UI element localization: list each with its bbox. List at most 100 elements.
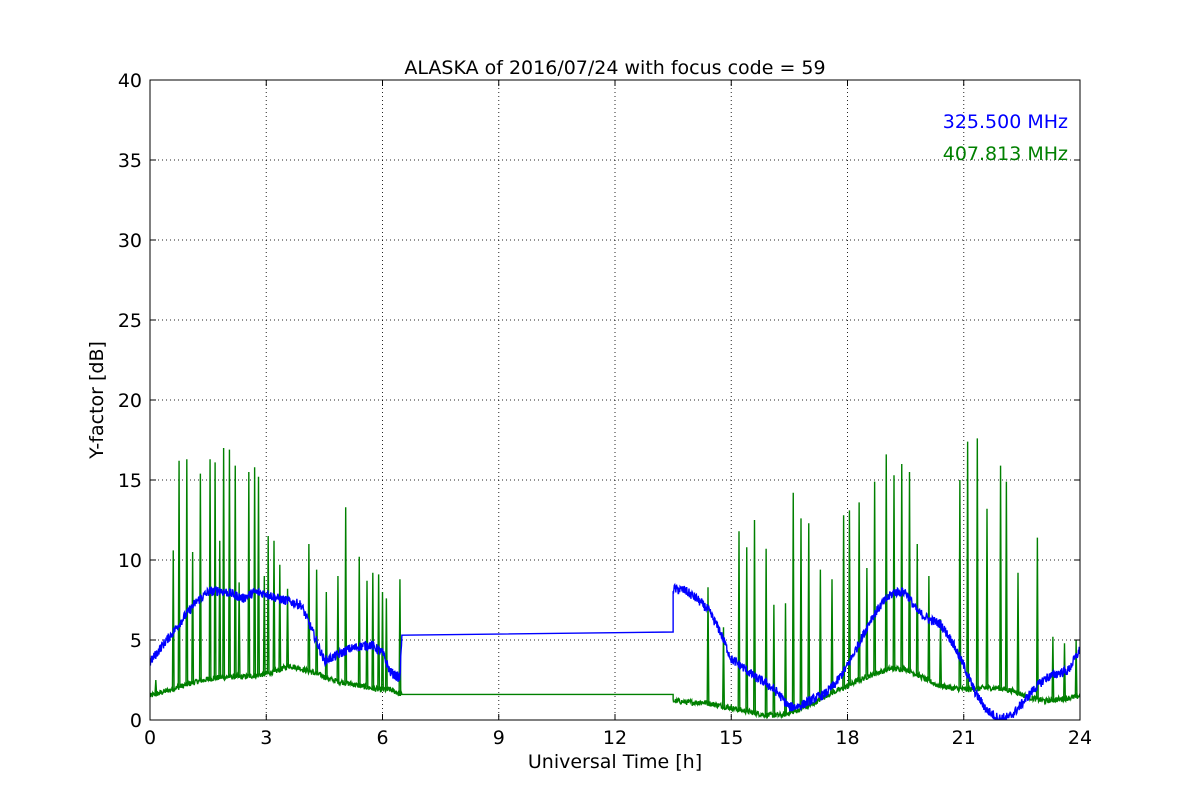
series-407-spike (208, 459, 212, 679)
axis-ticks (149, 79, 1081, 721)
series-407-spike (315, 569, 319, 674)
x-tick-label: 21 (952, 727, 976, 749)
series-407-spike (799, 518, 803, 709)
series-407-spike (939, 619, 942, 686)
plot-area (150, 438, 1080, 720)
y-tick-label: 5 (130, 630, 142, 652)
y-tick-label: 20 (118, 390, 142, 412)
series-407-spike (336, 575, 340, 682)
chart-title: ALASKA of 2016/07/24 with focus code = 5… (404, 57, 825, 79)
y-axis-label: Y-factor [dB] (86, 341, 108, 460)
y-tick-label: 0 (130, 710, 142, 732)
series-407-spike (908, 471, 911, 671)
series-407-spike (966, 441, 970, 690)
series-407-spike (958, 479, 962, 689)
y-tick-label: 35 (118, 150, 142, 172)
gridlines (150, 80, 1080, 720)
series-407-spike (377, 574, 381, 690)
series-407-spike (324, 591, 328, 678)
series-407-spike (857, 502, 861, 681)
x-tick-labels: 0 3 6 9 12 15 18 21 24 (144, 727, 1092, 749)
legend: 325.500 MHz 407.813 MHz (943, 111, 1068, 165)
series-407-spike (975, 438, 979, 689)
x-tick-label: 12 (603, 727, 627, 749)
series-407-spike (237, 582, 241, 677)
x-tick-label: 3 (260, 727, 272, 749)
series-407-spike (1004, 481, 1008, 690)
series-407-spike (213, 462, 217, 679)
series-407-spike (999, 465, 1003, 689)
y-tick-label: 10 (118, 550, 142, 572)
series-group (150, 438, 1080, 720)
series-407-spike (915, 543, 919, 675)
series-407-spike (807, 523, 811, 706)
series-407-spike (384, 598, 388, 690)
x-tick-label: 24 (1068, 727, 1092, 749)
legend-entry-325: 325.500 MHz (943, 111, 1068, 133)
series-407-spike (1016, 572, 1020, 693)
series-407-spike (247, 471, 251, 677)
series-407-spike (927, 575, 931, 681)
series-407-line (150, 661, 1080, 720)
series-407-spike (753, 519, 756, 713)
series-407-spike (706, 587, 710, 704)
series-325-line (150, 582, 1080, 720)
series-407-spike (791, 492, 795, 712)
series-407-spike (830, 579, 834, 693)
legend-entry-407: 407.813 MHz (943, 143, 1068, 165)
y-tick-label: 40 (118, 70, 142, 92)
series-407-spike (722, 627, 725, 707)
series-407-spike (272, 540, 276, 673)
y-tick-label: 25 (118, 310, 142, 332)
x-tick-label: 6 (376, 727, 388, 749)
series-407-spike (253, 467, 257, 676)
x-axis-label: Universal Time [h] (528, 751, 702, 773)
series-407-spike (1051, 636, 1055, 701)
x-tick-label: 0 (144, 727, 156, 749)
series-407-spike (266, 535, 270, 674)
series-407-spike (171, 550, 175, 689)
series-407-spike (154, 679, 158, 695)
x-tick-label: 15 (719, 727, 743, 749)
x-tick-label: 9 (493, 727, 505, 749)
series-407-spike (772, 604, 776, 716)
series-407-spike (177, 460, 181, 688)
series-407-spike (842, 515, 846, 689)
series-407-spike (764, 548, 768, 716)
series-407-spike (262, 575, 266, 675)
series-407-spike (278, 564, 282, 670)
series-407-spike (818, 569, 822, 700)
series-407-spike (985, 508, 989, 689)
series-407-spike (307, 543, 311, 672)
series-407-spike (365, 580, 369, 688)
series-407-spike (892, 475, 896, 669)
series-407-spike (1063, 643, 1066, 699)
series-407-spike (357, 556, 361, 686)
series-407-spike (381, 591, 384, 690)
series-407-spike (1035, 537, 1039, 700)
series-407-spike (737, 531, 741, 710)
series-407-spike (900, 463, 904, 669)
series-407-spike (185, 459, 189, 685)
series-407-spike (218, 540, 222, 678)
series-407-spike (257, 476, 260, 676)
series-407-spike (227, 449, 231, 677)
series-407-spike (865, 567, 869, 677)
x-tick-label: 18 (835, 727, 859, 749)
series-407-spike (884, 454, 888, 671)
y-tick-labels: 0 5 10 15 20 25 30 35 40 (118, 70, 142, 732)
series-407-spike (233, 465, 237, 677)
series-407-spike (222, 447, 226, 678)
y-tick-label: 30 (118, 230, 142, 252)
series-407-spike (847, 510, 851, 686)
series-407-spike (371, 572, 375, 689)
series-407-spike (1074, 639, 1078, 697)
y-tick-label: 15 (118, 470, 142, 492)
series-407-spike (198, 473, 202, 681)
series-407-spike (344, 507, 348, 683)
series-407-spike (784, 603, 787, 715)
series-407-spike (191, 551, 195, 683)
series-407-spike (286, 588, 290, 667)
series-407-spike (873, 481, 877, 674)
